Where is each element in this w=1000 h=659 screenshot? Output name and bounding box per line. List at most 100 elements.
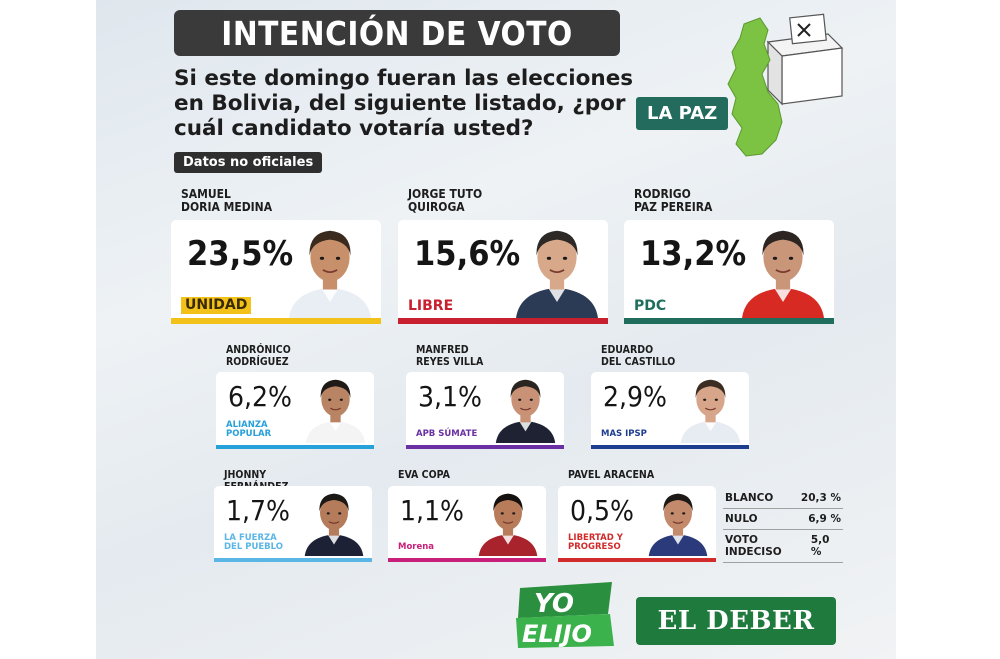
vote-percentage: 1,1%	[400, 494, 464, 527]
ballot-box-icon	[766, 13, 844, 106]
page-title: INTENCIÓN DE VOTO	[174, 10, 620, 56]
vote-percentage: 0,5%	[570, 494, 634, 527]
candidate-box: 13,2% PDC	[624, 220, 834, 324]
elijo-text: ELIJO	[522, 620, 592, 648]
candidate-name-line: QUIROGA	[408, 200, 465, 215]
vote-percentage: 15,6%	[414, 234, 521, 274]
others-label: VOTO INDECISO	[725, 534, 782, 558]
candidate-name-line: SAMUEL	[181, 187, 231, 201]
candidate-name-line: RODRIGO	[634, 187, 691, 201]
candidate-photo-icon	[516, 230, 598, 318]
candidate-name: PAVEL ARACENA	[568, 469, 655, 482]
party-logo: PDC	[634, 298, 667, 315]
others-row: VOTO INDECISO 5,0 %	[723, 530, 843, 563]
yo-text: YO	[534, 589, 574, 619]
candidate-photo-icon	[742, 230, 824, 318]
party-logo: UNIDAD	[181, 297, 252, 314]
candidate-photo-icon	[305, 379, 366, 443]
party-logo: ALIANZA POPULAR	[226, 420, 272, 440]
candidate-photo-icon	[648, 493, 708, 556]
candidate-box: 1,1% Morena	[388, 486, 546, 562]
candidate-name-line: MANFRED	[416, 344, 469, 356]
candidate-box: 6,2% ALIANZA POPULAR	[216, 372, 374, 449]
party-color-stripe	[171, 318, 381, 324]
candidate-box: 3,1% APB SÚMATE	[406, 372, 564, 449]
poll-card: INTENCIÓN DE VOTO Si este domingo fueran…	[96, 0, 896, 659]
candidate-photo-icon	[304, 493, 364, 556]
vote-percentage: 13,2%	[640, 234, 747, 274]
candidate-name: EVA COPA	[398, 469, 450, 482]
candidate-name: RODRIGO PAZ PEREIRA	[634, 187, 713, 215]
vote-percentage: 6,2%	[228, 380, 292, 413]
party-logo: Morena	[398, 542, 435, 553]
others-value: 5,0 %	[810, 534, 830, 558]
party-logo: LIBERTAD Y PROGRESO	[568, 533, 623, 553]
others-row: BLANCO 20,3 %	[723, 488, 843, 509]
candidate-box: 23,5% UNIDAD	[171, 220, 381, 324]
party-color-stripe	[214, 558, 372, 562]
candidate-name-line: PAZ PEREIRA	[634, 200, 713, 215]
candidate-card: PAVEL ARACENA 0,5% LIBERTAD Y PROGRESO	[558, 469, 716, 562]
candidate-photo-icon	[478, 493, 538, 556]
candidate-name-line: EVA COPA	[398, 469, 450, 481]
region-label: LA PAZ	[636, 97, 729, 130]
la-paz-shape	[727, 17, 783, 157]
vote-percentage: 1,7%	[226, 494, 290, 527]
candidate-name-line: DORIA MEDINA	[181, 200, 273, 215]
candidate-name: EDUARDO DEL CASTILLO	[601, 344, 676, 368]
candidate-name: ANDRÓNICO RODRÍGUEZ	[226, 344, 291, 368]
candidate-box: 2,9% MAS IPSP	[591, 372, 749, 449]
others-value: 6,9 %	[808, 513, 841, 525]
candidate-card: JORGE TUTO QUIROGA 15,6% LIBRE	[398, 187, 608, 324]
yo-elijo-logo: YO ELIJO	[516, 582, 614, 648]
others-label: NULO	[725, 513, 758, 525]
candidate-card: JHONNYFERNÁNDEZ1,7%LA FUERZA DEL PUEBLO	[214, 469, 372, 562]
candidate-photo-icon	[495, 379, 556, 443]
candidate-photo-icon	[680, 379, 741, 443]
party-logo: MAS IPSP	[601, 429, 647, 440]
party-color-stripe	[591, 445, 749, 449]
party-color-stripe	[406, 445, 564, 449]
candidate-card: EDUARDO DEL CASTILLO 2,9% MAS IPSP	[591, 344, 749, 449]
candidate-card: MANFRED REYES VILLA 3,1% APB SÚMATE	[406, 344, 564, 449]
party-logo: LIBRE	[408, 298, 454, 315]
candidate-photo-icon	[289, 230, 371, 318]
vote-percentage: 2,9%	[603, 380, 667, 413]
party-color-stripe	[216, 445, 374, 449]
others-table: BLANCO 20,3 % NULO 6,9 % VOTO INDECISO 5,0 %	[723, 488, 843, 563]
candidate-name-line: JORGE TUTO	[408, 187, 483, 201]
party-color-stripe	[624, 318, 834, 324]
candidate-card: RODRIGO PAZ PEREIRA 13,2% PDC	[624, 187, 834, 324]
la-paz-map-icon	[727, 13, 844, 157]
candidate-name: SAMUEL DORIA MEDINA	[181, 187, 273, 215]
candidate-card: SAMUEL DORIA MEDINA 23,5% UNIDAD	[171, 187, 381, 324]
vote-percentage: 3,1%	[418, 380, 482, 413]
poll-question: Si este domingo fueran las elecciones en…	[174, 66, 634, 141]
candidate-name: MANFRED REYES VILLA	[416, 344, 484, 368]
candidate-box: 0,5% LIBERTAD Y PROGRESO	[558, 486, 716, 562]
others-row: NULO 6,9 %	[723, 509, 843, 530]
unofficial-badge: Datos no oficiales	[174, 152, 323, 173]
candidate-card: ANDRÓNICO RODRÍGUEZ 6,2% ALIANZA POPULAR	[216, 344, 374, 449]
candidate-name: JORGE TUTO QUIROGA	[408, 187, 483, 215]
candidate-box: 15,6% LIBRE	[398, 220, 608, 324]
party-color-stripe	[388, 558, 546, 562]
candidate-name-line: RODRÍGUEZ	[226, 355, 289, 368]
candidate-name-line: PAVEL ARACENA	[568, 469, 655, 481]
candidate-name-line: EDUARDO	[601, 344, 654, 356]
party-color-stripe	[558, 558, 716, 562]
party-logo: APB SÚMATE	[416, 429, 478, 440]
party-logo: LA FUERZA DEL PUEBLO	[224, 533, 283, 553]
others-value: 20,3 %	[800, 492, 841, 504]
candidate-name-line: REYES VILLA	[416, 355, 484, 368]
candidate-name-line: ANDRÓNICO	[226, 344, 291, 356]
candidate-name-line: DEL CASTILLO	[601, 355, 676, 368]
party-color-stripe	[398, 318, 608, 324]
el-deber-logo: EL DEBER	[636, 597, 836, 645]
candidate-card: EVA COPA 1,1% Morena	[388, 469, 546, 562]
others-label: BLANCO	[725, 492, 774, 504]
candidate-name-line: JHONNY	[224, 469, 267, 481]
candidate-box: 1,7% LA FUERZA DEL PUEBLO	[214, 486, 372, 562]
vote-percentage: 23,5%	[187, 234, 294, 274]
